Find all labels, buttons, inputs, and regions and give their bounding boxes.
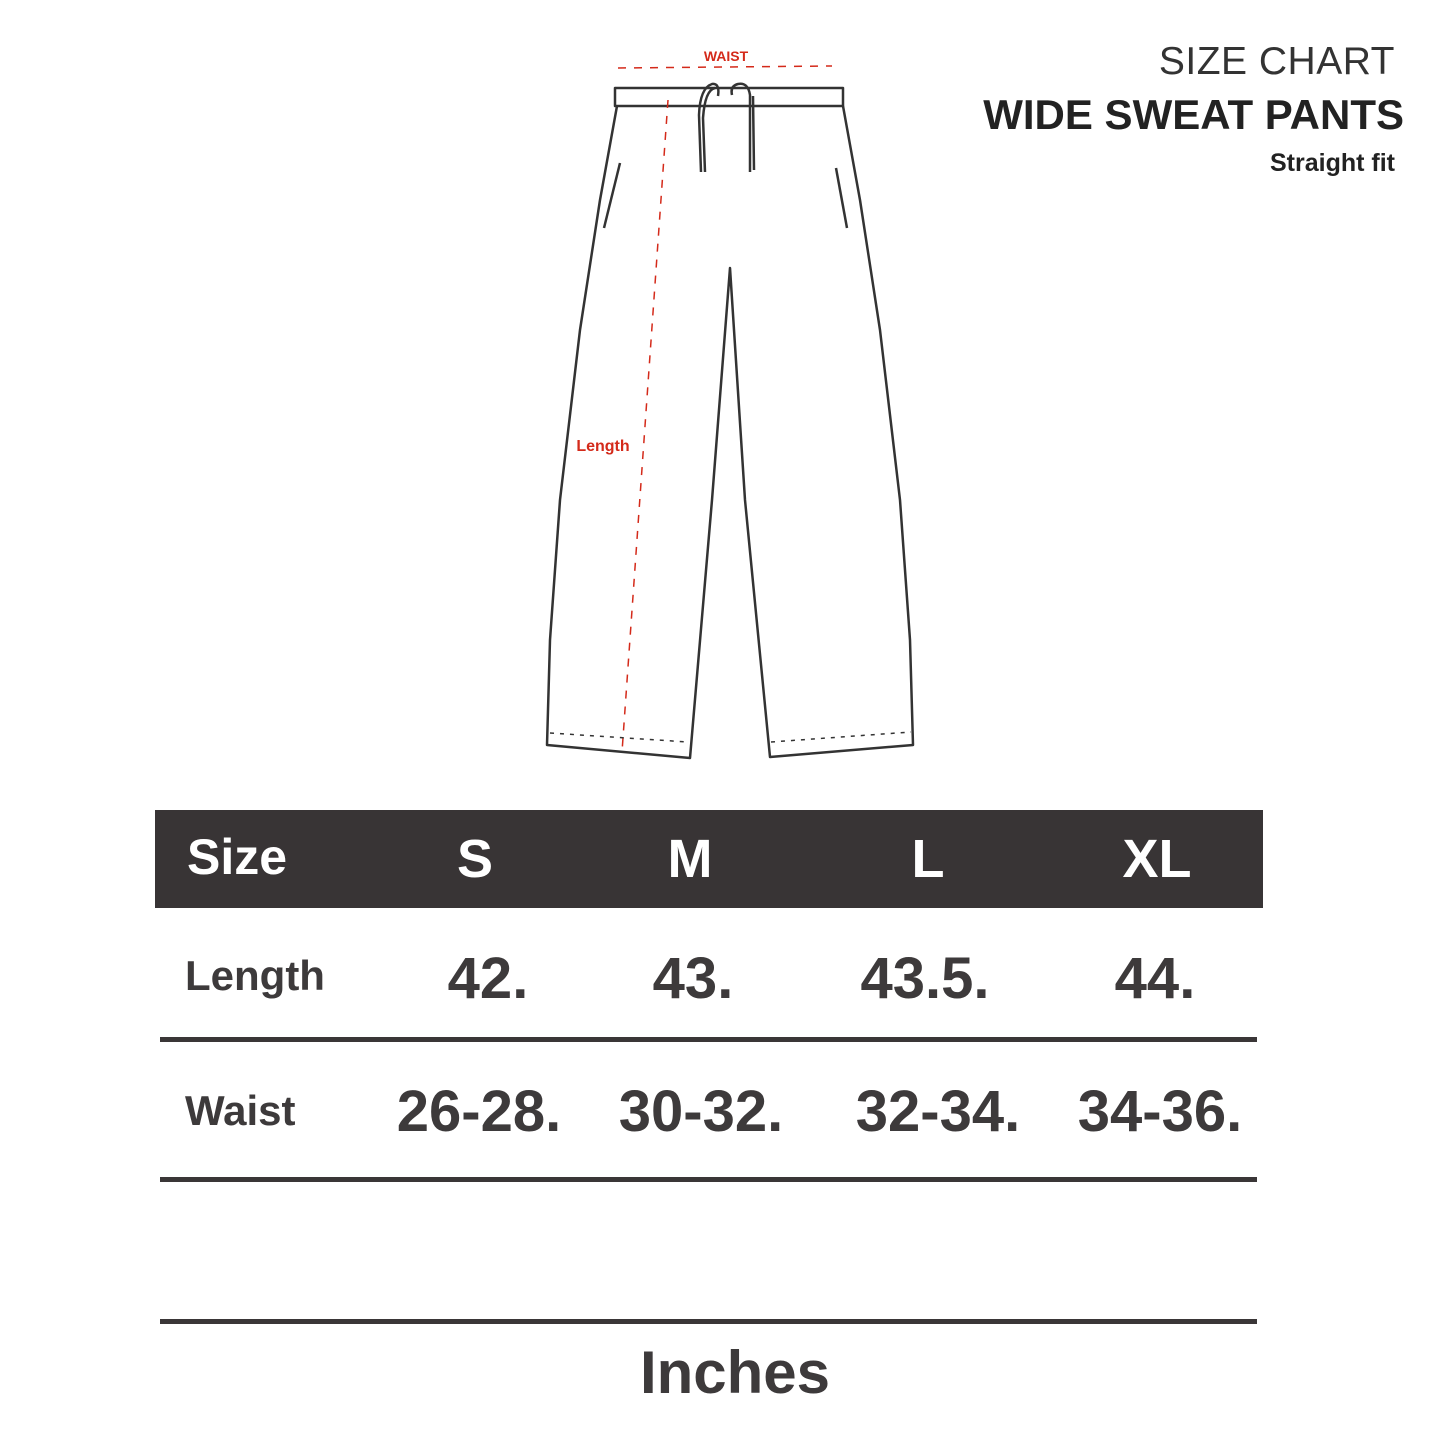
waist-l: 32-34. [855,1079,1021,1144]
size-xl: XL [1122,829,1192,889]
waist-m: 30-32. [618,1079,784,1144]
waist-xl: 34-36. [1077,1079,1243,1144]
size-s: S [456,829,494,889]
left-pocket [602,162,622,229]
row-divider [160,1319,1257,1324]
product-title: WIDE SWEAT PANTS [983,91,1404,138]
drawstring-left [697,82,720,173]
hem-left [549,732,689,743]
length-xl: 44. [1114,946,1196,1011]
table-header: Size S M L XL [155,810,1263,908]
row-label-length: Length [185,952,325,999]
length-measure-line [621,99,669,753]
size-l: L [911,829,945,889]
drawstring-right [730,82,756,172]
size-header-label: Size [187,829,288,885]
length-label: Length [576,438,629,455]
length-s: 42. [447,946,529,1011]
length-m: 43. [652,946,734,1011]
right-pocket [834,167,849,229]
waist-label: WAIST [704,48,749,64]
row-divider [160,1177,1257,1182]
waist-s: 26-28. [396,1079,562,1144]
row-divider [160,1037,1257,1042]
pants-outline [545,105,915,760]
pants-diagram: WAIST Length [545,48,915,760]
row-label-waist: Waist [185,1087,296,1134]
fit-subtitle: Straight fit [1270,149,1395,177]
length-l: 43.5. [860,946,990,1011]
waistband [613,86,845,108]
size-chart-heading: SIZE CHART [1158,40,1395,83]
hem-right [770,731,912,743]
size-m: M [667,829,713,889]
waist-measure-line [617,65,833,69]
units-label: Inches [639,1339,831,1406]
